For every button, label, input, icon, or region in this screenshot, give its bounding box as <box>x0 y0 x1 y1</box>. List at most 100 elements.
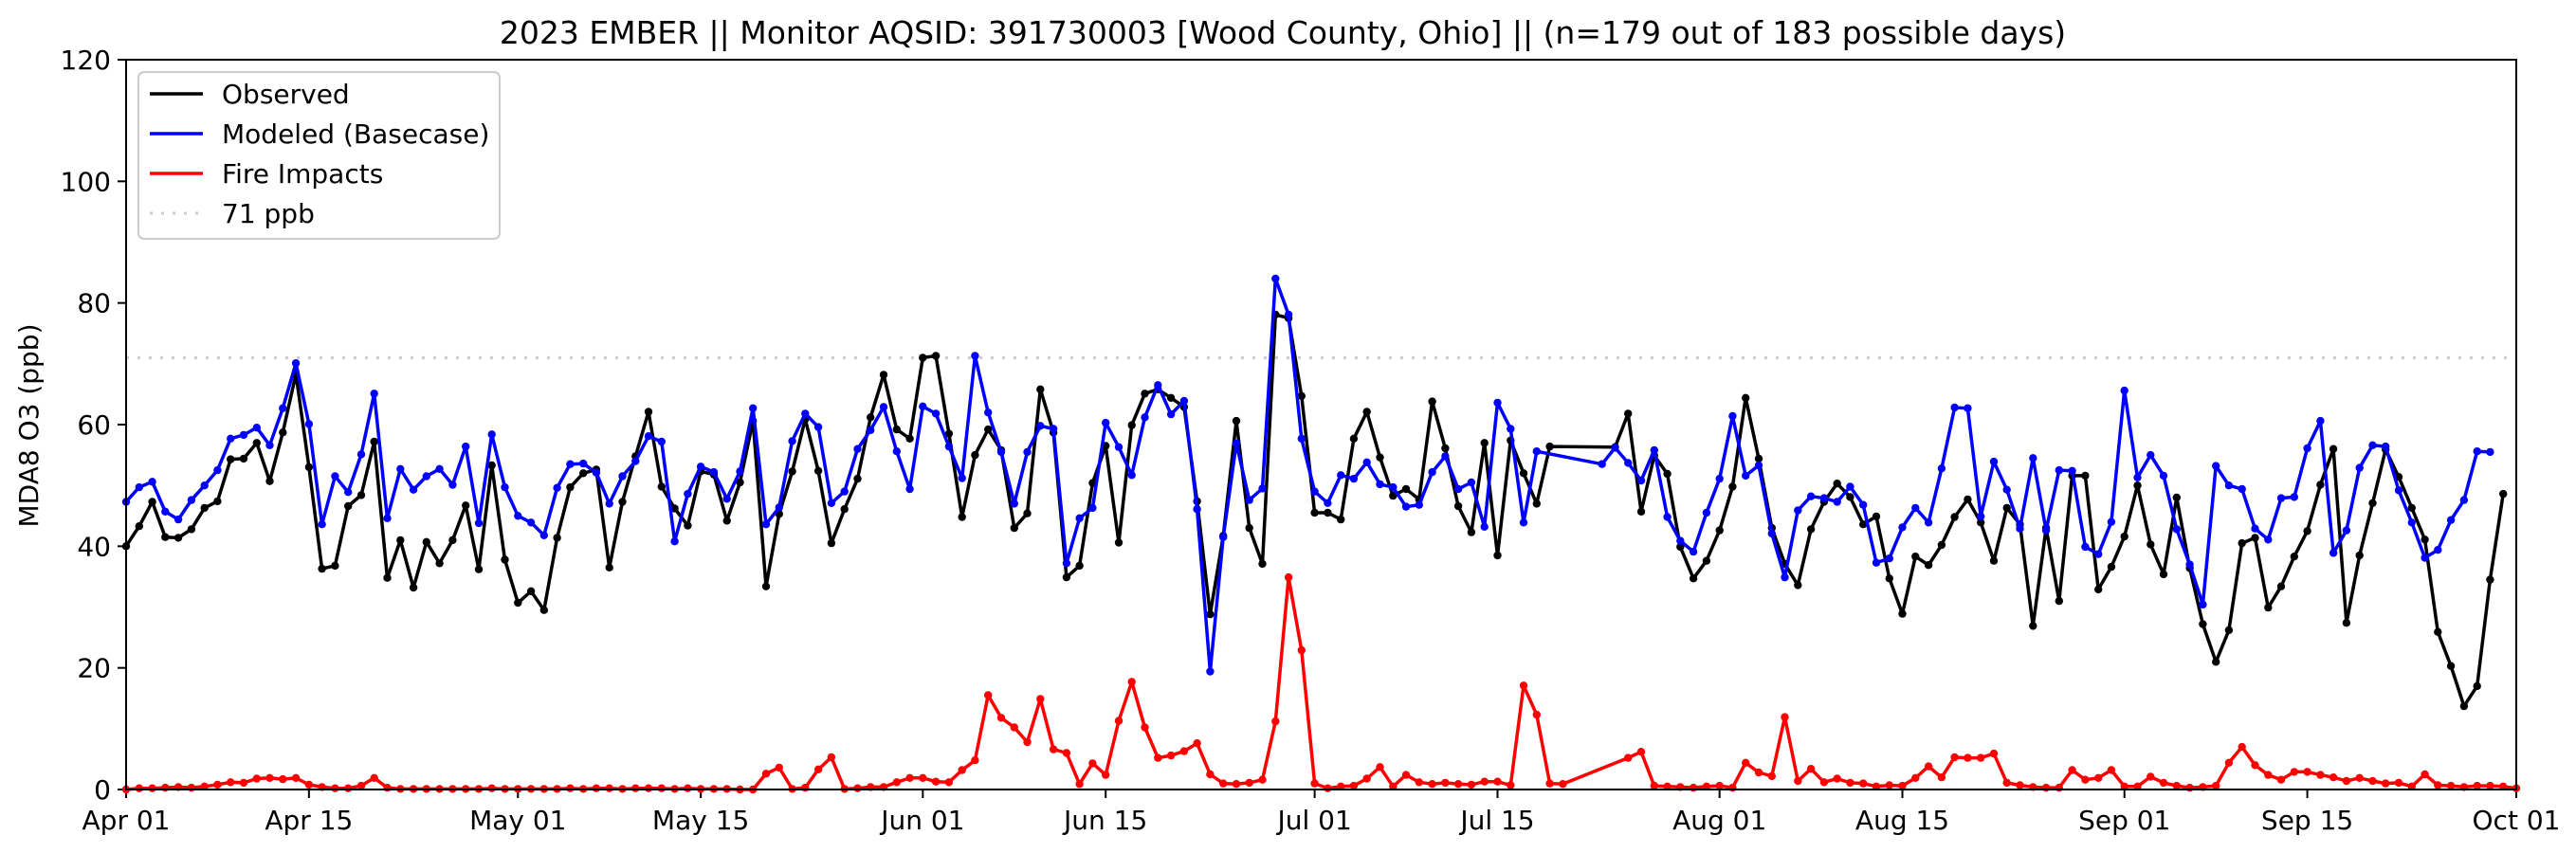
data-point-fire-impacts <box>919 773 927 782</box>
data-point-observed <box>356 491 366 499</box>
data-point-modeled-basecase <box>344 488 353 497</box>
data-point-modeled-basecase <box>801 409 810 418</box>
data-point-observed <box>435 559 444 568</box>
data-point-fire-impacts <box>1781 713 1789 721</box>
data-point-observed <box>474 565 484 573</box>
data-point-fire-impacts <box>801 783 810 792</box>
x-tick-label: Jul 15 <box>1458 805 1534 836</box>
data-point-observed <box>1977 518 1985 527</box>
data-point-observed <box>252 439 261 447</box>
data-point-modeled-basecase <box>2251 524 2259 533</box>
data-point-modeled-basecase <box>2238 484 2246 494</box>
data-point-fire-impacts <box>1271 717 1280 726</box>
data-point-fire-impacts <box>2002 778 2011 788</box>
data-point-observed <box>135 522 143 531</box>
legend-label-observed: Observed <box>222 79 350 110</box>
data-point-modeled-basecase <box>2486 447 2494 457</box>
data-point-modeled-basecase <box>853 445 862 453</box>
data-point-observed <box>2368 499 2377 507</box>
data-point-modeled-basecase <box>919 402 927 410</box>
y-tick-label: 100 <box>61 166 111 197</box>
data-point-fire-impacts <box>1337 782 1345 790</box>
legend-label-threshold: 71 ppb <box>222 198 315 229</box>
data-point-modeled-basecase <box>1689 547 1698 556</box>
data-point-observed <box>501 555 509 564</box>
data-point-observed <box>213 497 222 506</box>
data-point-fire-impacts <box>1964 753 1972 762</box>
data-point-modeled-basecase <box>2055 465 2063 475</box>
data-point-modeled-basecase <box>657 437 666 446</box>
data-point-modeled-basecase <box>396 464 405 473</box>
data-point-fire-impacts <box>265 773 274 782</box>
data-point-fire-impacts <box>761 770 771 778</box>
data-point-modeled-basecase <box>566 460 575 468</box>
data-point-fire-impacts <box>1636 748 1646 756</box>
data-point-modeled-basecase <box>631 457 640 465</box>
data-point-fire-impacts <box>1415 778 1424 787</box>
data-point-modeled-basecase <box>1023 447 1032 457</box>
data-point-modeled-basecase <box>304 420 314 428</box>
data-point-modeled-basecase <box>1846 482 1854 491</box>
data-point-observed <box>2172 493 2181 502</box>
data-point-observed <box>1924 561 1933 570</box>
data-point-observed <box>1872 512 1881 521</box>
data-point-modeled-basecase <box>892 447 901 456</box>
data-point-fire-impacts <box>1885 781 1894 789</box>
data-point-modeled-basecase <box>2355 463 2364 472</box>
y-tick-label: 60 <box>77 409 111 441</box>
data-point-fire-impacts <box>356 781 366 790</box>
data-point-observed <box>462 501 470 510</box>
data-point-modeled-basecase <box>161 507 170 516</box>
x-tick-label: Jul 01 <box>1275 805 1351 836</box>
data-point-modeled-basecase <box>2147 450 2155 460</box>
data-point-modeled-basecase <box>1924 518 1933 527</box>
data-point-modeled-basecase <box>2329 549 2338 557</box>
data-point-observed <box>187 525 196 534</box>
data-point-observed <box>867 413 875 422</box>
data-point-modeled-basecase <box>526 518 536 527</box>
data-point-fire-impacts <box>1010 723 1019 732</box>
data-point-observed <box>1362 408 1371 416</box>
data-point-observed <box>905 434 914 443</box>
data-point-observed <box>879 371 888 379</box>
x-tick-label: Aug 01 <box>1672 805 1766 836</box>
data-point-observed <box>1206 610 1215 619</box>
data-point-fire-impacts <box>1088 759 1097 768</box>
data-point-modeled-basecase <box>2303 444 2311 453</box>
data-point-observed <box>2303 527 2311 535</box>
data-point-modeled-basecase <box>2120 386 2128 395</box>
data-point-observed <box>605 563 613 572</box>
data-point-modeled-basecase <box>644 432 653 441</box>
data-point-modeled-basecase <box>148 478 156 486</box>
data-point-fire-impacts <box>2068 766 2076 774</box>
data-point-modeled-basecase <box>1245 496 1253 504</box>
data-point-modeled-basecase <box>1206 667 1215 676</box>
data-point-fire-impacts <box>1532 710 1542 719</box>
data-point-fire-impacts <box>1742 758 1750 767</box>
data-point-observed <box>2147 540 2155 549</box>
data-point-observed <box>2251 534 2259 542</box>
data-point-modeled-basecase <box>1702 508 1711 517</box>
data-point-fire-impacts <box>1650 781 1659 790</box>
x-tick-label: Sep 01 <box>2078 805 2170 836</box>
data-point-fire-impacts <box>2394 778 2403 788</box>
data-point-observed <box>174 534 183 542</box>
data-point-fire-impacts <box>592 784 601 792</box>
data-point-modeled-basecase <box>291 359 301 368</box>
data-point-modeled-basecase <box>1297 434 1306 443</box>
data-point-fire-impacts <box>1166 751 1176 760</box>
data-point-observed <box>1885 574 1894 583</box>
data-point-fire-impacts <box>1453 780 1463 789</box>
data-point-modeled-basecase <box>2002 485 2011 494</box>
data-point-modeled-basecase <box>984 408 993 417</box>
data-point-modeled-basecase <box>684 489 692 499</box>
data-point-fire-impacts <box>1559 780 1567 789</box>
data-point-modeled-basecase <box>409 485 418 494</box>
data-point-observed <box>396 535 405 545</box>
data-point-observed <box>761 582 771 590</box>
data-point-modeled-basecase <box>944 442 954 451</box>
data-point-modeled-basecase <box>1950 403 1959 412</box>
data-point-fire-impacts <box>2251 761 2259 770</box>
data-point-observed <box>1532 499 1542 508</box>
plot-frame <box>125 59 2517 790</box>
